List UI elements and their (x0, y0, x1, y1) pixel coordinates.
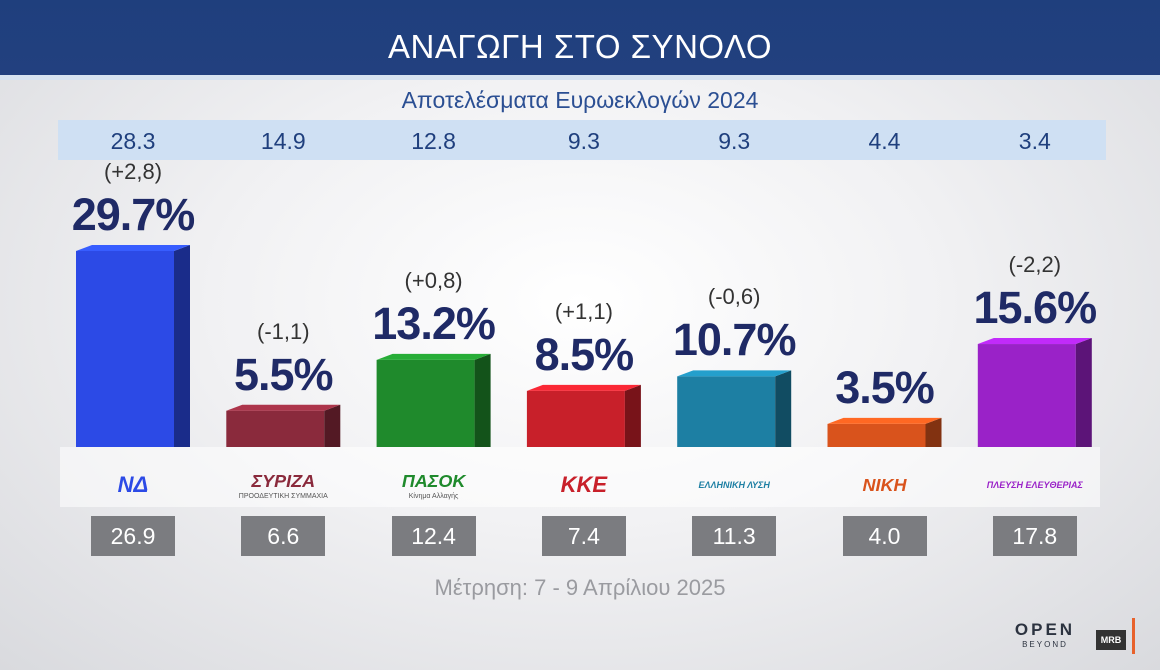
other-value-box: 12.4 (391, 516, 476, 556)
bar-side (1075, 338, 1092, 447)
bar-top (677, 370, 792, 377)
party-logo-text: ΕΛΛΗΝΙΚΗ ΛΥΣΗ (698, 480, 770, 490)
change-label: (+1,1) (554, 298, 613, 324)
euro-2024-value: 28.3 (110, 128, 156, 154)
bar-side (925, 417, 942, 447)
change-label: (-0,6) (707, 284, 761, 310)
change-label: (-1,1) (257, 318, 310, 344)
bar-3 (526, 384, 641, 447)
bar-5 (827, 417, 942, 447)
bar-4 (677, 370, 792, 447)
bar-1 (226, 404, 341, 447)
euro-2024-value: 4.4 (868, 128, 901, 154)
percent-label: 29.7% (71, 188, 196, 240)
percent-label: 3.5% (835, 361, 935, 413)
logo-strip (60, 447, 1100, 507)
other-value-box: 4.0 (842, 516, 927, 556)
page-title: ΑΝΑΓΩΓΗ ΣΤΟ ΣΥΝΟΛΟ (387, 28, 772, 65)
percent-label: 13.2% (372, 297, 496, 349)
percent-label: 8.5% (534, 328, 635, 380)
header-bar: ΑΝΑΓΩΓΗ ΣΤΟ ΣΥΝΟΛΟ (0, 0, 1160, 80)
party-logo-subtext: Κίνημα Αλλαγής (408, 492, 459, 500)
party-logo-text: ΠΑΣΟΚ (401, 470, 466, 491)
bar-front (526, 390, 625, 447)
bar-side (174, 244, 190, 447)
euro-2024-value: 3.4 (1018, 128, 1051, 154)
kke-logo: ΚΚΕ (526, 460, 642, 510)
bar-side (474, 353, 491, 447)
bar-front (76, 250, 174, 447)
euro-2024-band (58, 120, 1106, 160)
bar-side (775, 370, 792, 447)
plefsi-logo: ΠΛΕΥΣΗ ΕΛΕΥΘΕΡΙΑΣ (977, 460, 1093, 510)
party-logo-subtext: ΠΡΟΟΔΕΥΤΙΚΗ ΣΥΜΜΑΧΙΑ (238, 492, 328, 500)
party-logo-text: ΝΔ (117, 472, 149, 497)
other-value-box: 17.8 (992, 516, 1077, 556)
syriza-logo: ΣΥΡΙΖΑ ΠΡΟΟΔΕΥΤΙΚΗ ΣΥΜΜΑΧΙΑ (225, 460, 341, 510)
elliniki-lysi-logo: ΕΛΛΗΝΙΚΗ ΛΥΣΗ (676, 460, 792, 510)
party-logo-text: ΝΙΚΗ (862, 474, 907, 495)
bar-front (827, 423, 926, 447)
bar-front (226, 410, 325, 447)
bar-0 (76, 244, 190, 447)
euro-2024-value: 14.9 (260, 128, 306, 154)
bar-top (76, 244, 190, 251)
bar-top (977, 338, 1092, 345)
euro-2024-value: 9.3 (718, 128, 751, 154)
pasok-logo: ΠΑΣΟΚ Κίνημα Αλλαγής (376, 460, 492, 510)
change-label: (+2,8) (103, 158, 163, 184)
bar-2 (376, 353, 491, 447)
bar-top (827, 417, 942, 424)
nd-logo: ΝΔ (75, 460, 191, 510)
open-logo: OPEN (1014, 620, 1076, 639)
survey-date-note: Μέτρηση: 7 - 9 Απρίλιου 2025 (434, 575, 726, 600)
euro-2024-value: 9.3 (567, 128, 600, 154)
open-beyond-logo: BEYOND (1022, 640, 1068, 649)
bar-front (677, 376, 776, 447)
bar-top (376, 353, 491, 360)
bar-side (624, 384, 641, 447)
other-value-box: 11.3 (692, 516, 777, 556)
percent-label: 15.6% (973, 282, 1097, 334)
bar-top (226, 404, 341, 411)
other-value-box: 7.4 (541, 516, 626, 556)
bar-side (324, 404, 341, 447)
change-label: (-2,2) (1008, 252, 1062, 278)
subtitle: Αποτελέσματα Ευρωεκλογών 2024 (401, 87, 759, 113)
percent-label: 5.5% (234, 348, 334, 400)
bar-top (526, 384, 641, 391)
bar-front (977, 344, 1076, 447)
brand-divider (1132, 618, 1135, 654)
party-logo-text: ΣΥΡΙΖΑ (251, 470, 316, 491)
percent-label: 10.7% (672, 314, 797, 366)
change-label: (+0,8) (404, 267, 463, 293)
euro-2024-value: 12.8 (411, 128, 456, 154)
mrb-logo: MRB (1096, 630, 1126, 650)
niki-logo: ΝΙΚΗ (827, 460, 943, 510)
party-logo-text: ΚΚΕ (560, 472, 608, 497)
other-value-box: 26.9 (91, 516, 175, 556)
other-value-box: 6.6 (241, 516, 326, 556)
bar-front (376, 359, 475, 447)
party-logo-text: ΠΛΕΥΣΗ ΕΛΕΥΘΕΡΙΑΣ (986, 480, 1083, 490)
bar-6 (977, 338, 1092, 447)
